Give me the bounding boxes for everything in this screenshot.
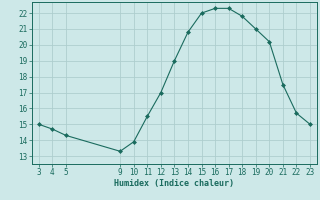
X-axis label: Humidex (Indice chaleur): Humidex (Indice chaleur) — [115, 179, 234, 188]
